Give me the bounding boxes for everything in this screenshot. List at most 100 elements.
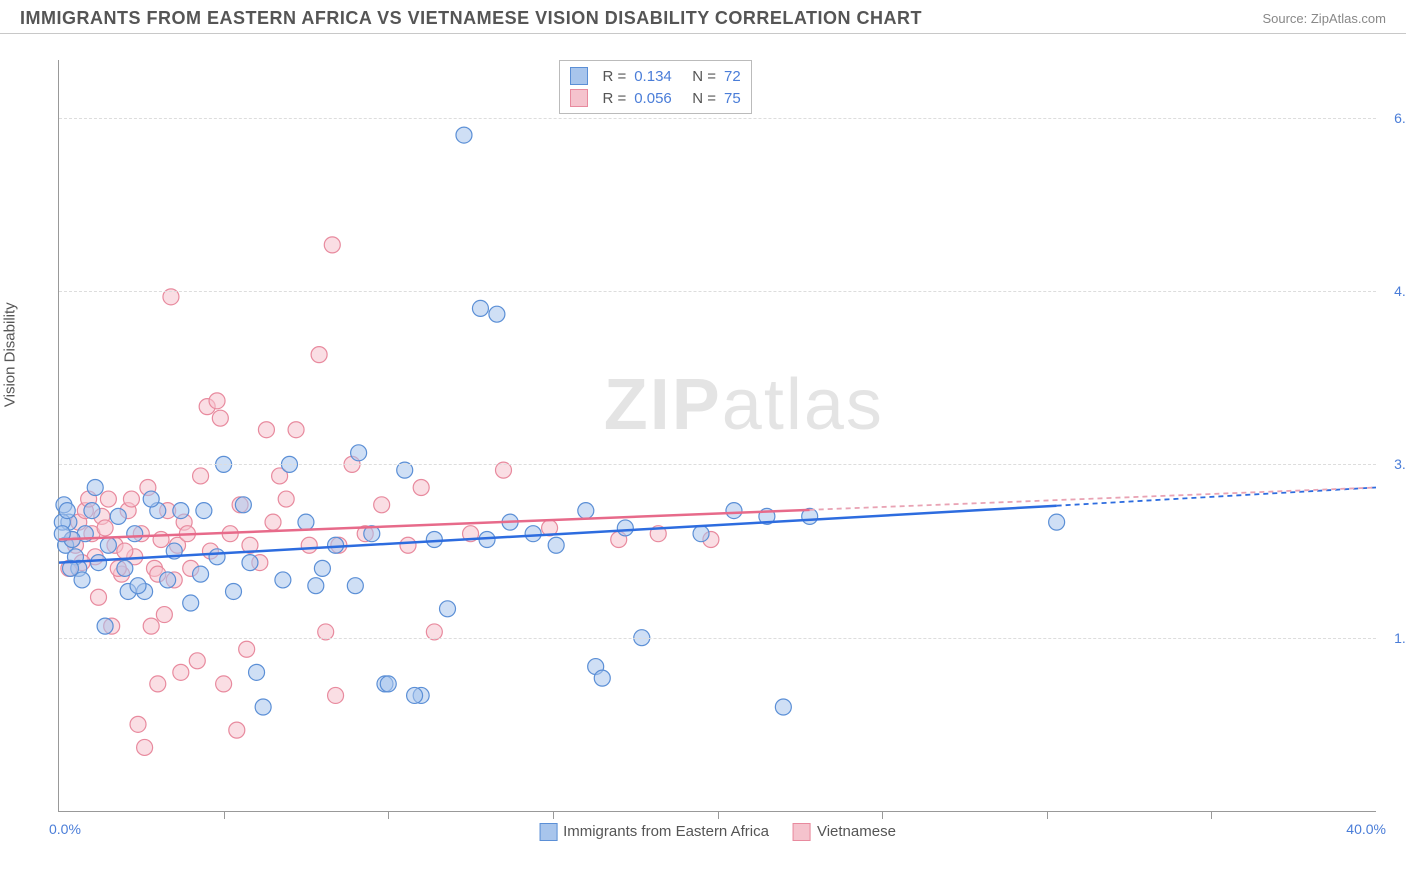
- data-point: [212, 410, 228, 426]
- data-point: [380, 676, 396, 692]
- data-point: [374, 497, 390, 513]
- legend-item: Immigrants from Eastern Africa: [539, 823, 769, 841]
- data-point: [413, 479, 429, 495]
- y-axis-label: Vision Disability: [2, 302, 19, 407]
- chart-title: IMMIGRANTS FROM EASTERN AFRICA VS VIETNA…: [20, 8, 922, 29]
- x-tick: [553, 811, 554, 819]
- data-point: [594, 670, 610, 686]
- data-point: [351, 445, 367, 461]
- data-point: [324, 237, 340, 253]
- x-min-label: 0.0%: [49, 821, 81, 837]
- x-tick: [882, 811, 883, 819]
- data-point: [123, 491, 139, 507]
- y-tick-label: 3.0%: [1394, 456, 1406, 472]
- data-point: [400, 537, 416, 553]
- x-max-label: 40.0%: [1346, 821, 1386, 837]
- data-point: [137, 739, 153, 755]
- legend-swatch-icon: [793, 823, 811, 841]
- gridline: [59, 464, 1376, 465]
- axis-legend: Immigrants from Eastern Africa Vietnames…: [539, 823, 896, 841]
- gridline: [59, 118, 1376, 119]
- data-point: [617, 520, 633, 536]
- data-point: [775, 699, 791, 715]
- data-point: [153, 531, 169, 547]
- data-point: [100, 537, 116, 553]
- chart-area: Vision Disability ZIPatlas R = 0.134 N =…: [20, 40, 1386, 862]
- data-point: [525, 526, 541, 542]
- x-tick: [388, 811, 389, 819]
- y-tick-label: 1.5%: [1394, 630, 1406, 646]
- data-point: [143, 618, 159, 634]
- data-point: [311, 347, 327, 363]
- data-point: [91, 555, 107, 571]
- data-point: [84, 503, 100, 519]
- data-point: [258, 422, 274, 438]
- data-point: [255, 699, 271, 715]
- data-point: [288, 422, 304, 438]
- y-tick-label: 6.0%: [1394, 110, 1406, 126]
- data-point: [726, 503, 742, 519]
- data-point: [1049, 514, 1065, 530]
- data-point: [456, 127, 472, 143]
- data-point: [97, 520, 113, 536]
- data-point: [156, 607, 172, 623]
- data-point: [693, 526, 709, 542]
- data-point: [110, 508, 126, 524]
- data-point: [91, 589, 107, 605]
- data-point: [117, 560, 133, 576]
- data-point: [160, 572, 176, 588]
- gridline: [59, 638, 1376, 639]
- scatter-svg: [59, 60, 1376, 811]
- data-point: [59, 503, 75, 519]
- gridline: [59, 291, 1376, 292]
- data-point: [216, 676, 232, 692]
- data-point: [226, 583, 242, 599]
- legend-swatch-icon: [539, 823, 557, 841]
- data-point: [265, 514, 281, 530]
- data-point: [87, 479, 103, 495]
- data-point: [347, 578, 363, 594]
- data-point: [183, 595, 199, 611]
- x-tick: [718, 811, 719, 819]
- data-point: [196, 503, 212, 519]
- data-point: [143, 491, 159, 507]
- data-point: [249, 664, 265, 680]
- data-point: [314, 560, 330, 576]
- data-point: [97, 618, 113, 634]
- x-tick: [1211, 811, 1212, 819]
- y-tick-label: 4.5%: [1394, 283, 1406, 299]
- data-point: [229, 722, 245, 738]
- data-point: [242, 555, 258, 571]
- trend-line: [1057, 487, 1376, 505]
- data-point: [173, 503, 189, 519]
- data-point: [150, 676, 166, 692]
- data-point: [472, 300, 488, 316]
- data-point: [130, 716, 146, 732]
- chart-source: Source: ZipAtlas.com: [1262, 11, 1386, 26]
- data-point: [548, 537, 564, 553]
- x-tick: [224, 811, 225, 819]
- x-tick: [1047, 811, 1048, 819]
- legend-item: Vietnamese: [793, 823, 896, 841]
- data-point: [489, 306, 505, 322]
- data-point: [193, 468, 209, 484]
- data-point: [301, 537, 317, 553]
- chart-header: IMMIGRANTS FROM EASTERN AFRICA VS VIETNA…: [0, 0, 1406, 34]
- data-point: [328, 687, 344, 703]
- data-point: [407, 687, 423, 703]
- trend-line: [810, 487, 1376, 509]
- data-point: [127, 526, 143, 542]
- data-point: [578, 503, 594, 519]
- data-point: [278, 491, 294, 507]
- data-point: [173, 664, 189, 680]
- data-point: [117, 543, 133, 559]
- plot-region: ZIPatlas R = 0.134 N = 72 R = 0.056 N = …: [58, 60, 1376, 812]
- data-point: [189, 653, 205, 669]
- data-point: [298, 514, 314, 530]
- data-point: [426, 531, 442, 547]
- data-point: [130, 578, 146, 594]
- data-point: [308, 578, 324, 594]
- data-point: [239, 641, 255, 657]
- data-point: [209, 393, 225, 409]
- data-point: [235, 497, 251, 513]
